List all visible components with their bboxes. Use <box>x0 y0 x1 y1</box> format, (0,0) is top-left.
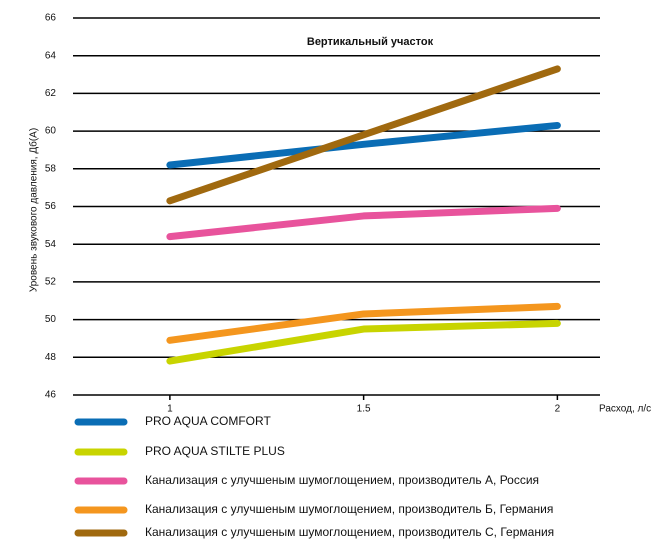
y-tick-label: 64 <box>45 50 57 61</box>
x-axis-label: Расход, л/с <box>599 404 651 415</box>
y-tick-label: 46 <box>45 390 57 401</box>
y-axis-label: Уровень звукового давления, Дб(А) <box>28 128 40 292</box>
x-tick-label: 1 <box>167 404 173 415</box>
series-line <box>166 65 561 205</box>
y-tick-label: 54 <box>45 239 57 250</box>
y-tick-label: 62 <box>45 88 57 99</box>
y-tick-label: 58 <box>45 163 57 174</box>
y-tick-label: 56 <box>45 201 57 212</box>
legend-label: PRO AQUA COMFORT <box>145 414 271 428</box>
y-tick-label: 60 <box>45 126 57 137</box>
series-line <box>166 302 561 344</box>
series-line <box>166 319 561 365</box>
legend-label: Канализация с улучшеным шумоглощением, п… <box>145 502 553 516</box>
x-tick-label: 2 <box>555 404 561 415</box>
y-tick-label: 48 <box>45 352 57 363</box>
series-line <box>166 121 561 169</box>
y-tick-label: 66 <box>45 13 57 24</box>
legend-label: Канализация с улучшеным шумоглощением, п… <box>145 525 554 539</box>
chart-title: Вертикальный участок <box>307 36 434 48</box>
series-line <box>166 204 561 241</box>
y-tick-label: 52 <box>45 277 57 288</box>
y-tick-label: 50 <box>45 314 57 325</box>
x-tick-label: 1.5 <box>357 404 371 415</box>
legend-label: Канализация с улучшеным шумоглощением, п… <box>145 473 539 487</box>
legend-label: PRO AQUA STILTE PLUS <box>145 444 285 458</box>
